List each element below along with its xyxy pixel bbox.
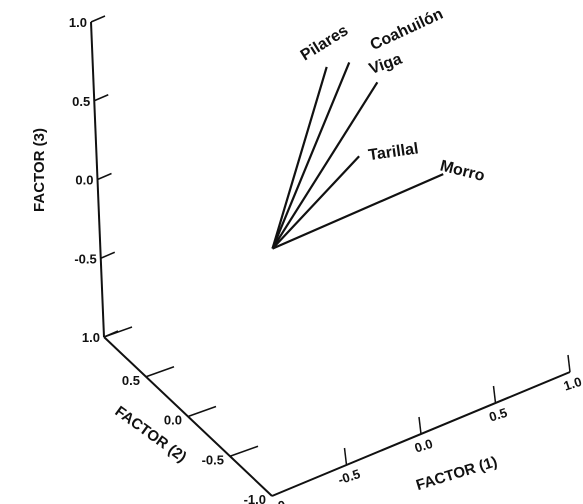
factor1-tick-label: -0.5: [336, 466, 362, 487]
vector-label: Morro: [438, 158, 486, 186]
vector-line: [271, 66, 328, 249]
factor3-tick-label: 1.0: [69, 15, 87, 30]
factor2-tick: [187, 405, 217, 418]
factor1-tick-label: 1.0: [562, 374, 583, 394]
factor1-tick: [418, 416, 422, 435]
factor1-tick-label: 0.0: [413, 436, 435, 456]
vector-line: [271, 81, 379, 250]
factor2-tick-label: 0.5: [122, 373, 140, 388]
factor1-axis-title: FACTOR (1): [414, 453, 499, 494]
vector-label: Viga: [367, 51, 404, 78]
factor1-tick: [343, 447, 348, 466]
factor1-tick: [492, 385, 497, 404]
factor2-tick-label: 0.0: [164, 413, 182, 428]
factor2-tick: [103, 326, 133, 338]
factor3-tick: [100, 251, 116, 259]
factor2-tick: [229, 445, 259, 457]
vector-line: [271, 155, 360, 250]
factor1-tick-label: -1.0: [262, 497, 288, 504]
vector-line: [272, 173, 444, 250]
factor3-axis-title: FACTOR (3): [31, 128, 48, 212]
factor3-tick-label: -0.5: [74, 251, 96, 266]
factor1-tick: [567, 354, 571, 373]
factor3-tick-label: 0.5: [72, 94, 90, 109]
factor2-tick-label: -0.5: [202, 452, 224, 467]
factor3-tick: [90, 15, 106, 23]
factor3-tick: [97, 172, 112, 181]
factor3-tick-label: 0.0: [75, 173, 93, 188]
tick-marks: [90, 15, 571, 466]
factor3-tick: [93, 94, 109, 102]
factor2-tick: [145, 366, 175, 378]
vector-label: Coahuilón: [368, 6, 446, 54]
tick-labels: 1.0 -0.5 0.0 0.5 1.0 -1.0 -0.5 0.0 0.5 -1.0 -0.5 0.…: [69, 15, 583, 504]
factor2-tick-label: -1.0: [244, 492, 266, 504]
vector-label: Pilares: [298, 22, 352, 64]
vector-label: Tarillal: [367, 140, 419, 164]
factor3-tick-label: 1.0: [82, 330, 100, 345]
factor1-tick-label: 0.5: [487, 405, 509, 425]
vector-line: [271, 61, 351, 250]
